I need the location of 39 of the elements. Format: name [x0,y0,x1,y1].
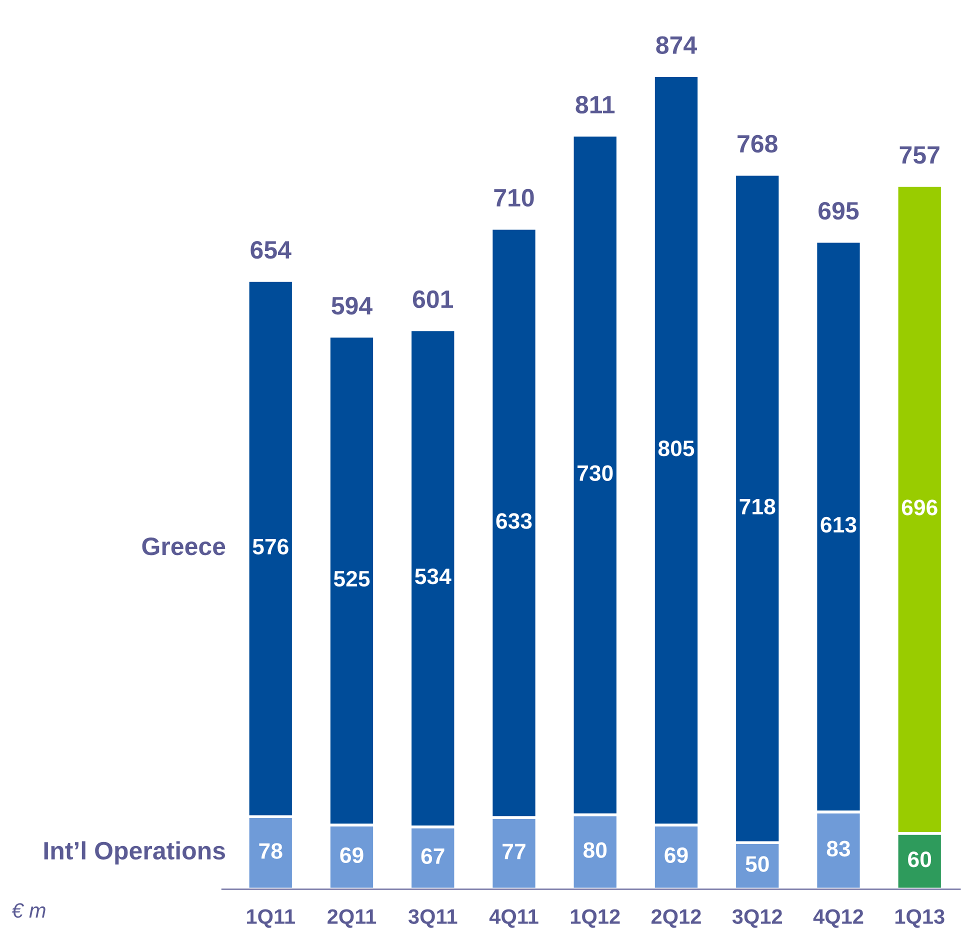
data-label: 718 [740,498,776,514]
data-label: 534 [415,568,452,584]
x-tick-label: 3Q11 [408,909,458,928]
x-tick-label: 3Q12 [732,909,782,928]
data-label: 83 [826,840,850,857]
data-label: 77 [502,844,526,860]
series-label: Int’l Operations [44,841,225,865]
total-label: 594 [332,296,372,315]
data-label: 696 [902,500,938,516]
x-tick-label: 1Q11 [247,909,295,928]
x-tick-label: 4Q11 [489,909,538,928]
data-label: 805 [658,440,694,456]
data-label: 78 [259,843,282,859]
total-label: 757 [900,146,940,164]
data-label: 69 [664,847,688,864]
x-tick-label: 2Q11 [328,909,376,928]
data-label: 576 [252,538,288,554]
data-label: 50 [746,856,769,872]
total-label: 768 [738,134,778,153]
total-label: 601 [412,290,454,308]
data-label: 613 [820,516,856,533]
data-label: 60 [908,852,932,868]
x-tick-label: 1Q12 [570,909,620,928]
x-tick-label: 1Q13 [895,909,944,928]
x-tick-label: 4Q12 [813,909,864,928]
data-label: 633 [496,513,532,529]
total-label: 710 [494,188,534,207]
data-label: 80 [583,842,607,858]
text: € m [12,903,46,918]
data-label: 525 [334,570,370,587]
data-label: 67 [421,848,444,864]
data-label: 730 [578,465,613,481]
x-tick-label: 2Q12 [651,909,701,928]
series-label: Greece [142,538,226,556]
total-label: 811 [576,96,615,114]
data-label: 69 [340,847,364,864]
total-label: 695 [818,202,859,220]
total-label: 874 [656,36,697,54]
total-label: 654 [250,241,292,259]
